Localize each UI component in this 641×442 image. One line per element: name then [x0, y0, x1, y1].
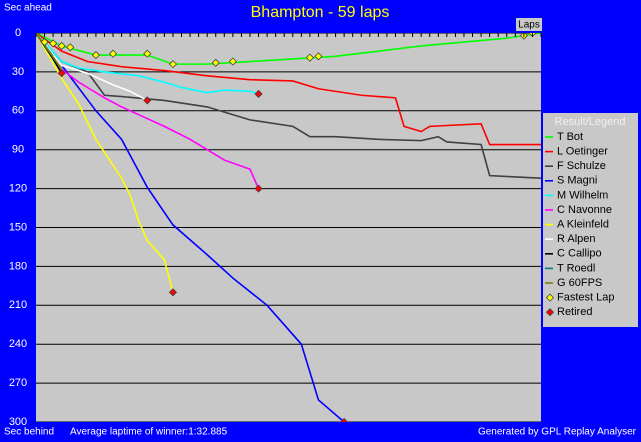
legend — [543, 113, 638, 327]
marker — [91, 50, 100, 60]
legend-label: M Wilhelm — [557, 189, 608, 201]
y-tick-label: 30 — [12, 66, 24, 78]
legend-label: T Bot — [557, 131, 583, 143]
legend-label: Fastest Lap — [557, 292, 614, 304]
marker — [143, 49, 152, 58]
marker — [168, 288, 178, 297]
marker — [254, 89, 263, 99]
y-label-top: Sec ahead — [4, 3, 52, 14]
series-line — [36, 33, 345, 422]
legend-label: C Navonne — [557, 204, 612, 216]
legend-label: R Alpen — [557, 233, 596, 245]
legend-label: T Roedl — [557, 262, 595, 274]
marker — [49, 39, 58, 48]
legend-label: Retired — [557, 306, 592, 318]
legend-label: F Schulze — [557, 160, 606, 172]
series-line — [36, 33, 148, 102]
legend-title: Result/Legend — [555, 116, 626, 128]
marker — [143, 96, 152, 105]
series-line — [36, 33, 541, 65]
y-tick-label: 150 — [9, 221, 27, 233]
legend-marker — [545, 308, 555, 317]
footer-right: Generated by GPL Replay Analyser — [478, 427, 637, 438]
legend-label: L Oetinger — [557, 146, 608, 158]
series-line — [36, 33, 541, 146]
y-tick-label: 210 — [9, 299, 27, 311]
marker — [211, 58, 220, 67]
legend-label: C Callipo — [557, 248, 602, 260]
series-line — [36, 33, 63, 70]
series-line — [36, 33, 259, 95]
y-label-bottom: Sec behind — [4, 427, 54, 438]
marker — [228, 57, 237, 66]
y-tick-label: 120 — [9, 183, 27, 195]
series-line — [36, 33, 260, 189]
marker — [254, 184, 263, 193]
y-tick-label: 60 — [12, 105, 24, 117]
legend-marker — [545, 293, 555, 302]
series-line — [36, 33, 174, 293]
y-tick-label: 270 — [9, 377, 27, 389]
marker — [168, 60, 178, 69]
plot — [36, 33, 541, 422]
x-label-box — [516, 18, 542, 31]
marker — [108, 49, 118, 58]
marker — [57, 69, 66, 78]
y-tick-label: 300 — [9, 416, 27, 428]
legend-label: G 60FPS — [557, 277, 602, 289]
y-tick-label: 90 — [12, 144, 24, 156]
footer-left: Average laptime of winner:1:32.885 — [70, 427, 228, 438]
legend-label: A Kleinfeld — [557, 219, 609, 231]
marker — [340, 417, 349, 422]
y-tick-label: 240 — [9, 338, 27, 350]
marker — [305, 53, 314, 62]
y-tick-label: 0 — [15, 27, 21, 39]
marker — [57, 41, 66, 51]
y-tick-label: 180 — [9, 260, 27, 272]
marker — [66, 43, 75, 52]
legend-label: S Magni — [557, 175, 597, 187]
marker — [40, 38, 49, 47]
chart-title: Bhampton - 59 laps — [251, 4, 390, 21]
series-line — [36, 33, 541, 180]
x-label: Laps — [518, 20, 540, 31]
marker — [314, 52, 323, 61]
